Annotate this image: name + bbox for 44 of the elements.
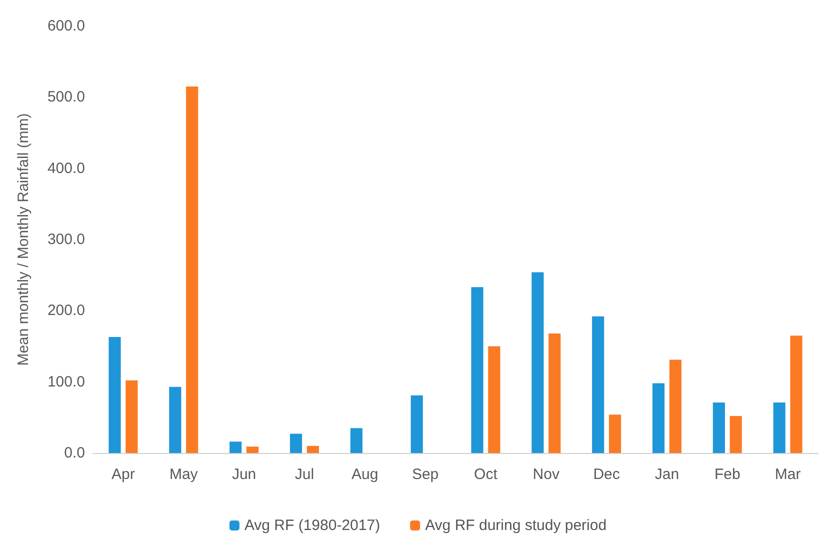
- x-tick-label: Sep: [412, 466, 439, 483]
- y-tick-label: 200.0: [47, 302, 85, 320]
- y-tick-label: 100.0: [47, 373, 85, 390]
- bar: [350, 428, 362, 453]
- bar: [592, 316, 604, 453]
- bar: [471, 287, 484, 453]
- bar: [790, 336, 802, 453]
- bar: [488, 346, 500, 453]
- bar: [652, 383, 665, 453]
- bar: [126, 380, 138, 453]
- legend-label: Avg RF during study period: [425, 517, 607, 534]
- bar: [410, 395, 423, 453]
- x-tick-label: Dec: [593, 466, 620, 483]
- bar: [532, 272, 544, 453]
- x-tick-label: Apr: [112, 466, 135, 483]
- bar: [730, 416, 742, 453]
- x-tick-label: Nov: [532, 466, 560, 483]
- y-tick-label: 0.0: [64, 444, 85, 462]
- x-tick-label: Jun: [232, 466, 256, 483]
- bar: [290, 434, 302, 453]
- bar: [608, 414, 622, 453]
- legend-label: Avg RF (1980-2017): [244, 517, 380, 534]
- x-tick-label: Mar: [774, 466, 801, 483]
- x-tick-label: Jan: [654, 466, 680, 483]
- x-tick-label: Feb: [714, 466, 740, 483]
- bar: [669, 360, 682, 453]
- bar: [548, 333, 561, 453]
- x-tick-label: Jul: [294, 466, 314, 483]
- x-tick-label: Aug: [352, 466, 378, 483]
- bar: [246, 446, 259, 453]
- y-tick-label: 500.0: [47, 88, 85, 106]
- bar: [773, 402, 786, 453]
- bar: [230, 442, 242, 453]
- x-tick-label: May: [169, 466, 198, 483]
- bar: [712, 402, 725, 453]
- y-tick-label: 300.0: [47, 231, 85, 248]
- y-axis-title: Mean monthly / Monthly Rainfall (mm): [15, 113, 32, 366]
- bar: [306, 446, 319, 453]
- bar: [186, 86, 198, 453]
- x-tick-label: Oct: [474, 466, 498, 483]
- y-tick-label: 600.0: [47, 18, 85, 34]
- bar: [169, 386, 182, 453]
- y-tick-label: 400.0: [47, 160, 85, 177]
- bar: [108, 337, 121, 453]
